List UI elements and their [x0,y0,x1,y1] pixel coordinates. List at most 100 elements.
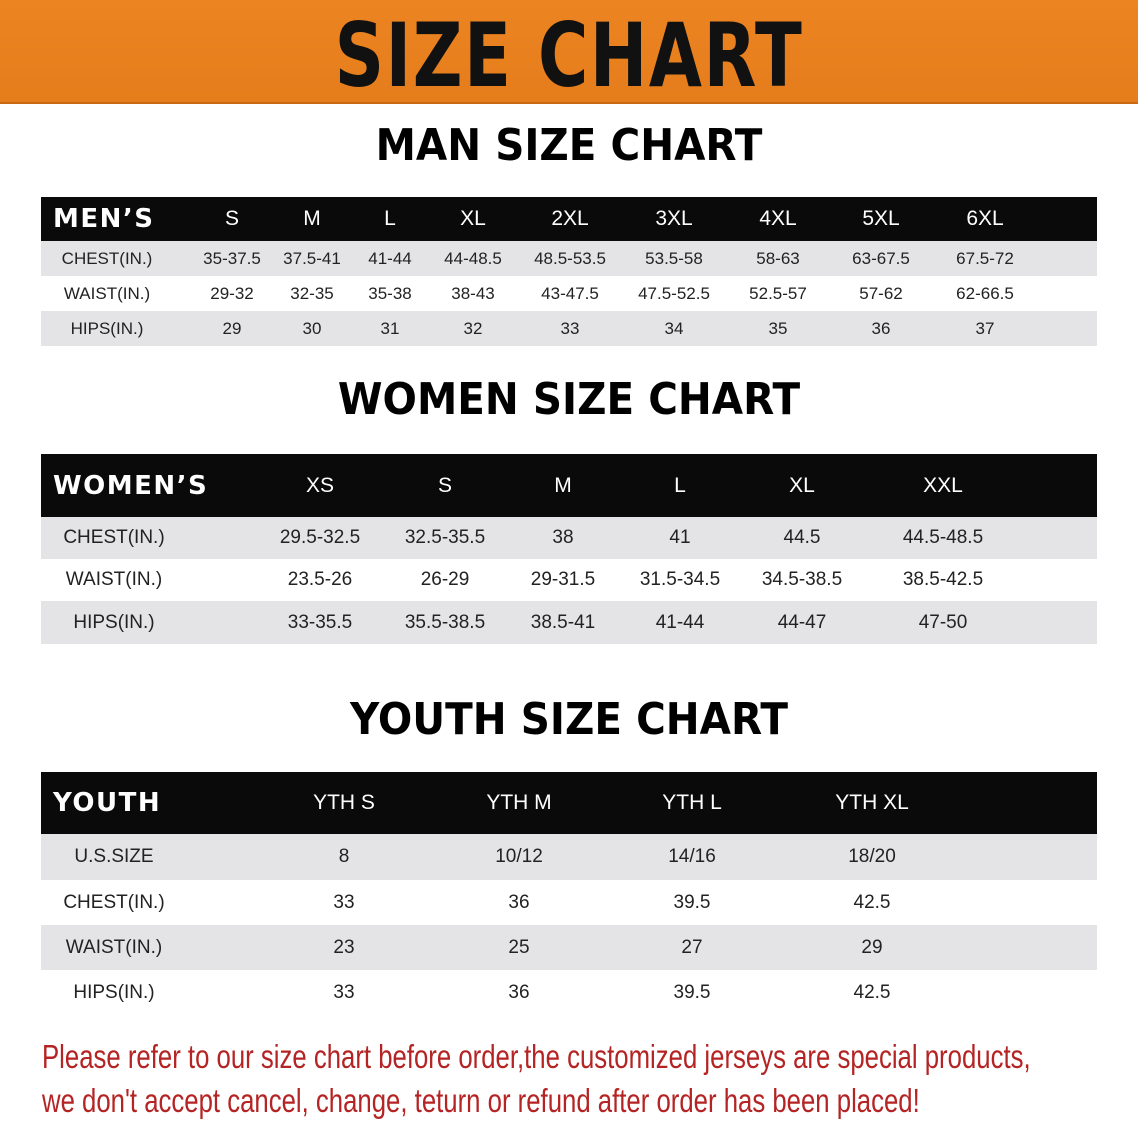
size-value-cell: 34 [664,318,684,338]
size-value-cell: 58-63 [756,248,800,268]
size-column-header: L [674,473,686,497]
table-row: WAIST(IN.) 23 25 27 29 [41,925,1097,970]
size-value-cell: 14/16 [668,846,716,867]
table-header-label: MEN’S [53,204,155,234]
size-column-header: 4XL [759,207,797,230]
notice-line-2: we don't accept cancel, change, teturn o… [42,1082,920,1119]
size-value-cell: 33 [333,891,355,913]
size-value-cell: 44-48.5 [444,248,502,268]
size-value-cell: 32-35 [290,283,334,303]
measurement-label: WAIST(IN.) [63,283,151,303]
men-section-title: MAN SIZE CHART [375,120,763,171]
size-value-cell: 47.5-52.5 [638,283,710,303]
size-value-cell: 23 [333,936,355,958]
size-value-cell: 48.5-53.5 [534,248,606,268]
size-value-cell: 37.5-41 [283,248,341,268]
table-row: CHEST(IN.) 35-37.5 37.5-41 41-44 44-48.5 48.5… [41,241,1097,276]
measurement-label: WAIST(IN.) [65,569,163,590]
size-value-cell: 38.5-41 [530,611,596,633]
youth-section-title: YOUTH SIZE CHART [350,694,788,745]
size-value-cell: 38-43 [451,283,495,303]
measurement-label: WAIST(IN.) [65,936,163,958]
size-column-header: S [437,473,453,497]
size-value-cell: 33-35.5 [287,611,353,633]
size-value-cell: 52.5-57 [749,283,807,303]
size-column-header: L [384,207,396,230]
table-row: HIPS(IN.) 33-35.5 35.5-38.5 38.5-41 41-44 44-… [41,601,1097,644]
size-value-cell: 44-47 [777,611,827,633]
size-value-cell: 44.5-48.5 [902,527,984,548]
measurement-label: HIPS(IN.) [70,318,144,338]
size-value-cell: 67.5-72 [956,248,1014,268]
size-value-cell: 23.5-26 [287,569,353,590]
size-value-cell: 39.5 [673,891,711,913]
size-column-header: 6XL [966,207,1004,230]
size-value-cell: 38 [552,527,574,548]
table-row: HIPS(IN.) 33 36 39.5 42.5 [41,970,1097,1015]
size-value-cell: 63-67.5 [852,248,910,268]
size-value-cell: 27 [681,936,703,958]
table-header-row: MEN’S S M L XL 2XL 3XL 4XL 5XL 6XL [41,197,1097,241]
size-value-cell: 36 [508,981,530,1003]
table-row: CHEST(IN.) 29.5-32.5 32.5-35.5 38 41 44.5 44.5… [41,517,1097,559]
size-column-header: M [303,207,321,230]
size-value-cell: 34.5-38.5 [761,569,843,590]
size-value-cell: 29 [222,318,242,338]
size-value-cell: 35-37.5 [203,248,261,268]
size-value-cell: 47-50 [918,611,968,633]
banner-title: SIZE CHART [334,4,804,107]
table-header-row: WOMEN’S XS S M L XL XXL [41,454,1097,517]
size-value-cell: 44.5 [783,527,821,548]
measurement-label: U.S.SIZE [74,846,154,867]
size-column-header: 3XL [655,207,693,230]
table-row: WAIST(IN.) 23.5-26 26-29 29-31.5 31.5-34.5 34… [41,559,1097,601]
size-column-header: XL [789,473,815,497]
size-value-cell: 31 [380,318,400,338]
size-column-header: YTH L [662,791,722,814]
size-value-cell: 8 [338,846,350,867]
measurement-label: HIPS(IN.) [73,981,155,1003]
size-value-cell: 35-38 [368,283,412,303]
size-value-cell: 31.5-34.5 [639,569,721,590]
size-value-cell: 30 [302,318,322,338]
size-column-header: YTH XL [835,791,909,814]
size-value-cell: 57-62 [859,283,903,303]
size-column-header: XS [305,473,335,497]
size-value-cell: 36 [871,318,891,338]
size-column-header: YTH M [486,791,552,814]
size-value-cell: 26-29 [420,569,470,590]
size-value-cell: 18/20 [848,846,896,867]
measurement-label: CHEST(IN.) [63,891,165,913]
size-value-cell: 42.5 [853,981,891,1003]
size-value-cell: 37 [975,318,995,338]
size-value-cell: 29-31.5 [530,569,596,590]
table-header-label: YOUTH [53,788,162,818]
size-column-header: YTH S [313,791,375,814]
table-header-row: YOUTH YTH S YTH M YTH L YTH XL [41,772,1097,834]
size-value-cell: 32 [463,318,483,338]
measurement-label: HIPS(IN.) [73,611,155,633]
size-value-cell: 42.5 [853,891,891,913]
table-row: WAIST(IN.) 29-32 32-35 35-38 38-43 43-47.5 47.… [41,276,1097,311]
size-value-cell: 29 [861,936,883,958]
size-value-cell: 35.5-38.5 [404,611,486,633]
table-header-label: WOMEN’S [53,470,209,501]
size-value-cell: 39.5 [673,981,711,1003]
size-value-cell: 38.5-42.5 [902,569,984,590]
measurement-label: CHEST(IN.) [63,527,165,548]
table-row: CHEST(IN.) 33 36 39.5 42.5 [41,880,1097,925]
size-value-cell: 62-66.5 [956,283,1014,303]
size-value-cell: 35 [768,318,788,338]
size-value-cell: 32.5-35.5 [404,527,486,548]
women-section-title: WOMEN SIZE CHART [337,374,801,425]
size-value-cell: 33 [333,981,355,1003]
size-value-cell: 25 [508,936,530,958]
size-column-header: 2XL [551,207,589,230]
size-column-header: XL [460,207,486,230]
size-value-cell: 33 [560,318,580,338]
size-value-cell: 43-47.5 [541,283,599,303]
size-value-cell: 53.5-58 [645,248,703,268]
size-column-header: M [554,473,572,497]
table-row: U.S.SIZE 8 10/12 14/16 18/20 [41,834,1097,880]
size-column-header: S [224,207,240,230]
